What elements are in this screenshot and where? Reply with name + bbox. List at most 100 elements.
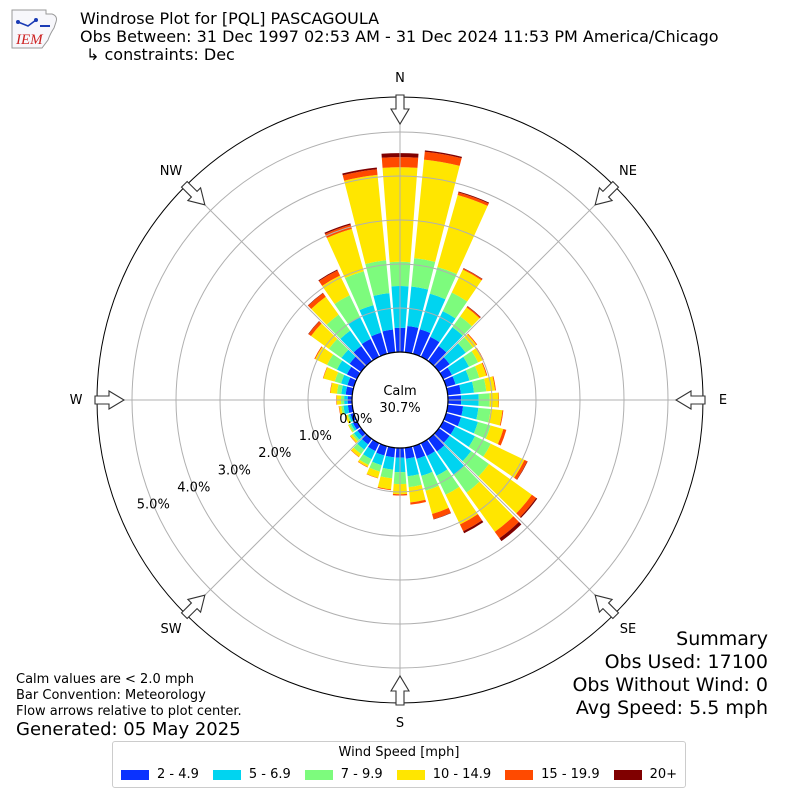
legend-item: 10 - 14.9 bbox=[396, 767, 492, 782]
wind-bar-segment bbox=[348, 424, 354, 433]
compass-label-ne: NE bbox=[619, 164, 637, 179]
wind-bar-segment bbox=[516, 494, 537, 518]
wind-bar-segment bbox=[443, 435, 472, 462]
obs-range: Obs Between: 31 Dec 1997 02:53 AM - 31 D… bbox=[80, 27, 719, 46]
legend-swatch bbox=[396, 769, 425, 780]
polar-grid bbox=[96, 96, 704, 704]
wind-bar-segment bbox=[361, 434, 372, 445]
legend: Wind Speed [mph] 2 - 4.9 5 - 6.9 7 - 9.9… bbox=[112, 741, 686, 788]
wind-bar-segment bbox=[324, 223, 351, 234]
wind-bar-segment bbox=[429, 266, 457, 300]
grid-spoke bbox=[185, 185, 367, 367]
calm-center: Calm 30.7% bbox=[351, 351, 449, 449]
arrows-note: Flow arrows relative to plot center. bbox=[16, 704, 242, 719]
wind-bar-segment bbox=[307, 292, 324, 306]
wind-bar-segment bbox=[344, 174, 387, 264]
wind-bar-segment bbox=[462, 268, 483, 281]
wind-bar-segment bbox=[314, 346, 323, 360]
wind-bar-segment bbox=[459, 514, 483, 532]
wind-bar-segment bbox=[473, 421, 491, 439]
legend-items: 2 - 4.9 5 - 6.9 7 - 9.9 10 - 14.9 15 - 1… bbox=[113, 767, 685, 782]
wind-bar-segment bbox=[341, 405, 345, 415]
legend-item: 20+ bbox=[613, 767, 677, 782]
wind-bar-segment bbox=[308, 321, 320, 335]
flow-arrow-icon bbox=[94, 390, 126, 410]
wind-bar-segment bbox=[405, 457, 419, 477]
wind-bar-segment bbox=[308, 321, 322, 337]
wind-bar-segment bbox=[357, 428, 366, 437]
wind-bar-segment bbox=[382, 455, 395, 470]
wind-bar-segment bbox=[341, 374, 351, 386]
wind-bar-segment bbox=[318, 270, 341, 286]
wind-bar-segment bbox=[311, 296, 339, 325]
wind-bar-segment bbox=[447, 356, 470, 375]
radial-tick-labels: 0.0% 1.0% 2.0% 3.0% 4.0% 5.0% bbox=[137, 412, 373, 513]
wind-bar-segment bbox=[492, 376, 496, 391]
wind-bar-segment bbox=[350, 450, 360, 458]
wind-bar-segment bbox=[463, 520, 484, 534]
wind-bar-segment bbox=[348, 413, 354, 422]
wind-bar-segment bbox=[350, 422, 357, 431]
flow-arrow-icon bbox=[180, 594, 206, 620]
wind-bar-segment bbox=[371, 332, 388, 357]
wind-bar-segment bbox=[380, 467, 394, 479]
flow-arrow-icon bbox=[180, 180, 206, 206]
wind-bar-segment bbox=[367, 439, 380, 452]
wind-bar-segment bbox=[514, 459, 528, 480]
wind-bar-segment bbox=[462, 451, 489, 477]
wind-bar-segment bbox=[350, 434, 358, 443]
wind-bar-segment bbox=[366, 467, 380, 478]
wind-bar-segment bbox=[483, 443, 525, 478]
wind-bar-segment bbox=[428, 434, 445, 452]
wind-bar-segment bbox=[315, 346, 334, 365]
wind-bar-segment bbox=[407, 286, 429, 328]
legend-swatch bbox=[304, 769, 333, 780]
wind-bar-segment bbox=[420, 336, 440, 361]
wind-bar-segment bbox=[428, 346, 447, 366]
legend-label: 10 - 14.9 bbox=[432, 767, 492, 782]
wind-bar-segment bbox=[457, 192, 489, 206]
wind-bar-segment bbox=[357, 439, 369, 450]
wind-bar-segment bbox=[412, 329, 431, 357]
wind-bar-segment bbox=[430, 311, 456, 343]
wind-bar-segment bbox=[414, 159, 460, 262]
wind-bar-segment bbox=[443, 412, 462, 427]
constraints-text: ↳ constraints: Dec bbox=[86, 45, 235, 64]
wind-bar-segment bbox=[416, 455, 433, 476]
wind-bar-segment bbox=[410, 499, 426, 505]
wind-bar-segment bbox=[369, 461, 382, 472]
wind-bar-segment bbox=[446, 384, 461, 396]
wind-bar-segment bbox=[322, 275, 350, 305]
flow-arrow-icon bbox=[390, 674, 410, 706]
wind-bar-segment bbox=[336, 384, 343, 395]
radial-tick-label: 0.0% bbox=[339, 412, 372, 427]
wind-bar-segment bbox=[327, 354, 343, 370]
wind-bar-segment bbox=[352, 433, 360, 442]
wind-bar-segment bbox=[443, 343, 466, 365]
wind-bar-segment bbox=[342, 167, 377, 176]
radial-tick-label: 3.0% bbox=[218, 463, 251, 478]
wind-bar-segment bbox=[349, 356, 366, 372]
wind-bar-segment bbox=[330, 382, 339, 394]
compass-label-sw: SW bbox=[160, 622, 181, 637]
wind-bar-segment bbox=[323, 367, 339, 382]
wind-bar-segment bbox=[465, 366, 480, 381]
wind-bar-segment bbox=[336, 360, 352, 375]
legend-swatch bbox=[120, 769, 149, 780]
summary-block: Summary Obs Used: 17100 Obs Without Wind… bbox=[572, 628, 768, 720]
wind-bar-segment bbox=[345, 386, 354, 396]
wind-bar-segment bbox=[322, 367, 328, 379]
wind-bar-segment bbox=[334, 372, 345, 384]
wind-bar-segment bbox=[452, 316, 472, 336]
wind-bar-segment bbox=[407, 474, 422, 488]
compass-label-w: W bbox=[70, 393, 83, 408]
summary-title: Summary bbox=[676, 628, 768, 650]
wind-bar-segment bbox=[485, 425, 504, 445]
wind-bar-segment bbox=[326, 228, 364, 279]
wind-bar-segment bbox=[408, 484, 426, 503]
legend-label: 15 - 19.9 bbox=[541, 767, 600, 782]
convention-note: Bar Convention: Meteorology bbox=[16, 688, 206, 703]
wind-bar-segment bbox=[442, 292, 468, 319]
wind-bar-segment bbox=[452, 370, 470, 385]
wind-bar-segment bbox=[328, 338, 349, 358]
